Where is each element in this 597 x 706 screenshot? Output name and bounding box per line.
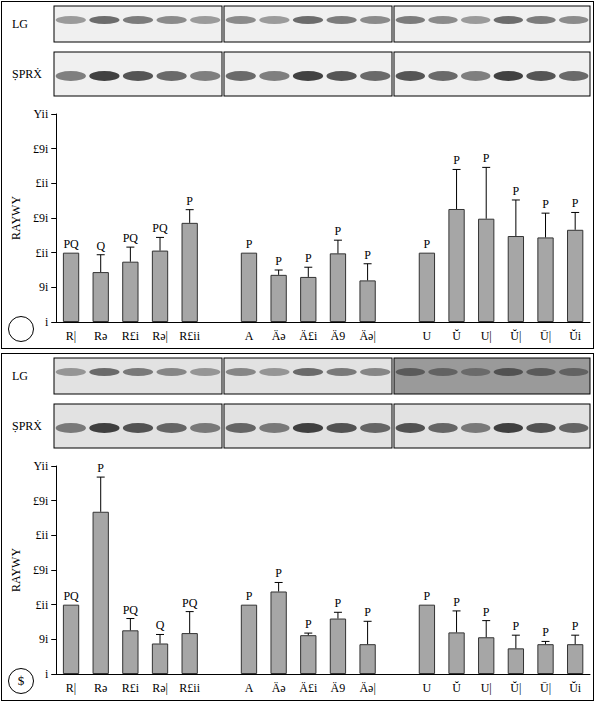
svg-text:P: P [424,237,431,251]
svg-text:P: P [246,589,253,603]
svg-text:P: P [335,224,342,238]
svg-text:£ii: £ii [36,246,49,260]
svg-text:PQ: PQ [63,589,79,603]
svg-text:LG: LG [12,369,28,383]
svg-text:Yii: Yii [34,107,49,121]
svg-text:U: U [423,681,432,695]
svg-text:A: A [245,681,254,695]
svg-text:£9i: £9i [33,142,49,156]
svg-text:£9i: £9i [33,563,49,577]
svg-text:PQ: PQ [182,596,198,610]
svg-text:Ŭ: Ŭ [452,329,461,343]
svg-text:£ii: £ii [36,176,49,190]
svg-text:U|: U| [481,329,492,343]
svg-text:P: P [513,184,520,198]
svg-text:Ŭ|: Ŭ| [510,681,521,695]
svg-text:P: P [453,595,460,609]
svg-text:PQ: PQ [123,231,139,245]
svg-text:PQ: PQ [152,221,168,235]
svg-text:Äə|: Äə| [359,329,375,343]
svg-text:U: U [423,329,432,343]
svg-text:P: P [364,605,371,619]
svg-text:Ū|: Ū| [540,681,551,695]
svg-text:P: P [305,251,312,265]
svg-text:P: P [275,566,282,580]
svg-text:R|: R| [66,681,76,695]
svg-text:P: P [483,151,490,165]
svg-text:Äə|: Äə| [359,681,375,695]
svg-text:ṢPRẊ: ṢPRẊ [12,419,42,433]
svg-text:P: P [513,619,520,633]
svg-text:R£ii: R£ii [179,681,200,695]
svg-text:P: P [424,589,431,603]
svg-text:Ä9: Ä9 [331,329,346,343]
svg-text:U|: U| [481,681,492,695]
svg-text:P: P [335,596,342,610]
svg-text:ṢPRẊ: ṢPRẊ [12,67,42,81]
svg-text:P: P [483,605,490,619]
svg-text:Rə: Rə [94,681,107,695]
svg-text:P: P [542,197,549,211]
svg-text:P: P [186,194,193,208]
svg-text:£ii: £ii [36,598,49,612]
svg-text:9i: 9i [39,280,49,294]
svg-text:£9i: £9i [33,211,49,225]
svg-text:LG: LG [12,17,28,31]
svg-text:P: P [364,248,371,262]
svg-text:P: P [572,619,579,633]
svg-text:P: P [542,625,549,639]
svg-text:i: i [45,315,49,329]
svg-text:Ū|: Ū| [540,329,551,343]
svg-text:Yii: Yii [34,459,49,473]
svg-text:Äə: Äə [272,329,286,343]
svg-text:Ŭi: Ŭi [569,681,582,695]
svg-text:A: A [245,329,254,343]
svg-text:Ŭ: Ŭ [452,681,461,695]
svg-text:Ä£i: Ä£i [299,681,318,695]
svg-text:RAYWY: RAYWY [9,548,23,593]
svg-text:P: P [275,254,282,268]
svg-text:Äə: Äə [272,681,286,695]
svg-text:R|: R| [66,329,76,343]
svg-text:P: P [305,617,312,631]
svg-text:£9i: £9i [33,494,49,508]
svg-text:Rə: Rə [94,329,107,343]
svg-text:Q: Q [96,239,105,253]
svg-text:Ä£i: Ä£i [299,329,318,343]
svg-text:P: P [246,237,253,251]
svg-text:P: P [453,153,460,167]
svg-text:P: P [572,196,579,210]
svg-text:Rə|: Rə| [152,681,168,695]
svg-text:Ŭ|: Ŭ| [510,329,521,343]
svg-text:PQ: PQ [123,603,139,617]
svg-text:R£i: R£i [122,681,140,695]
svg-text:Rə|: Rə| [152,329,168,343]
svg-text:£ii: £ii [36,528,49,542]
svg-text:RAYWY: RAYWY [9,196,23,241]
svg-text:Ŭi: Ŭi [569,329,582,343]
svg-text:9i: 9i [39,632,49,646]
svg-text:Q: Q [156,618,165,632]
svg-text:Ä9: Ä9 [331,681,346,695]
svg-text:R£i: R£i [122,329,140,343]
svg-text:PQ: PQ [63,237,79,251]
svg-text:i: i [45,667,49,681]
svg-text:P: P [97,461,104,475]
svg-text:R£ii: R£ii [179,329,200,343]
